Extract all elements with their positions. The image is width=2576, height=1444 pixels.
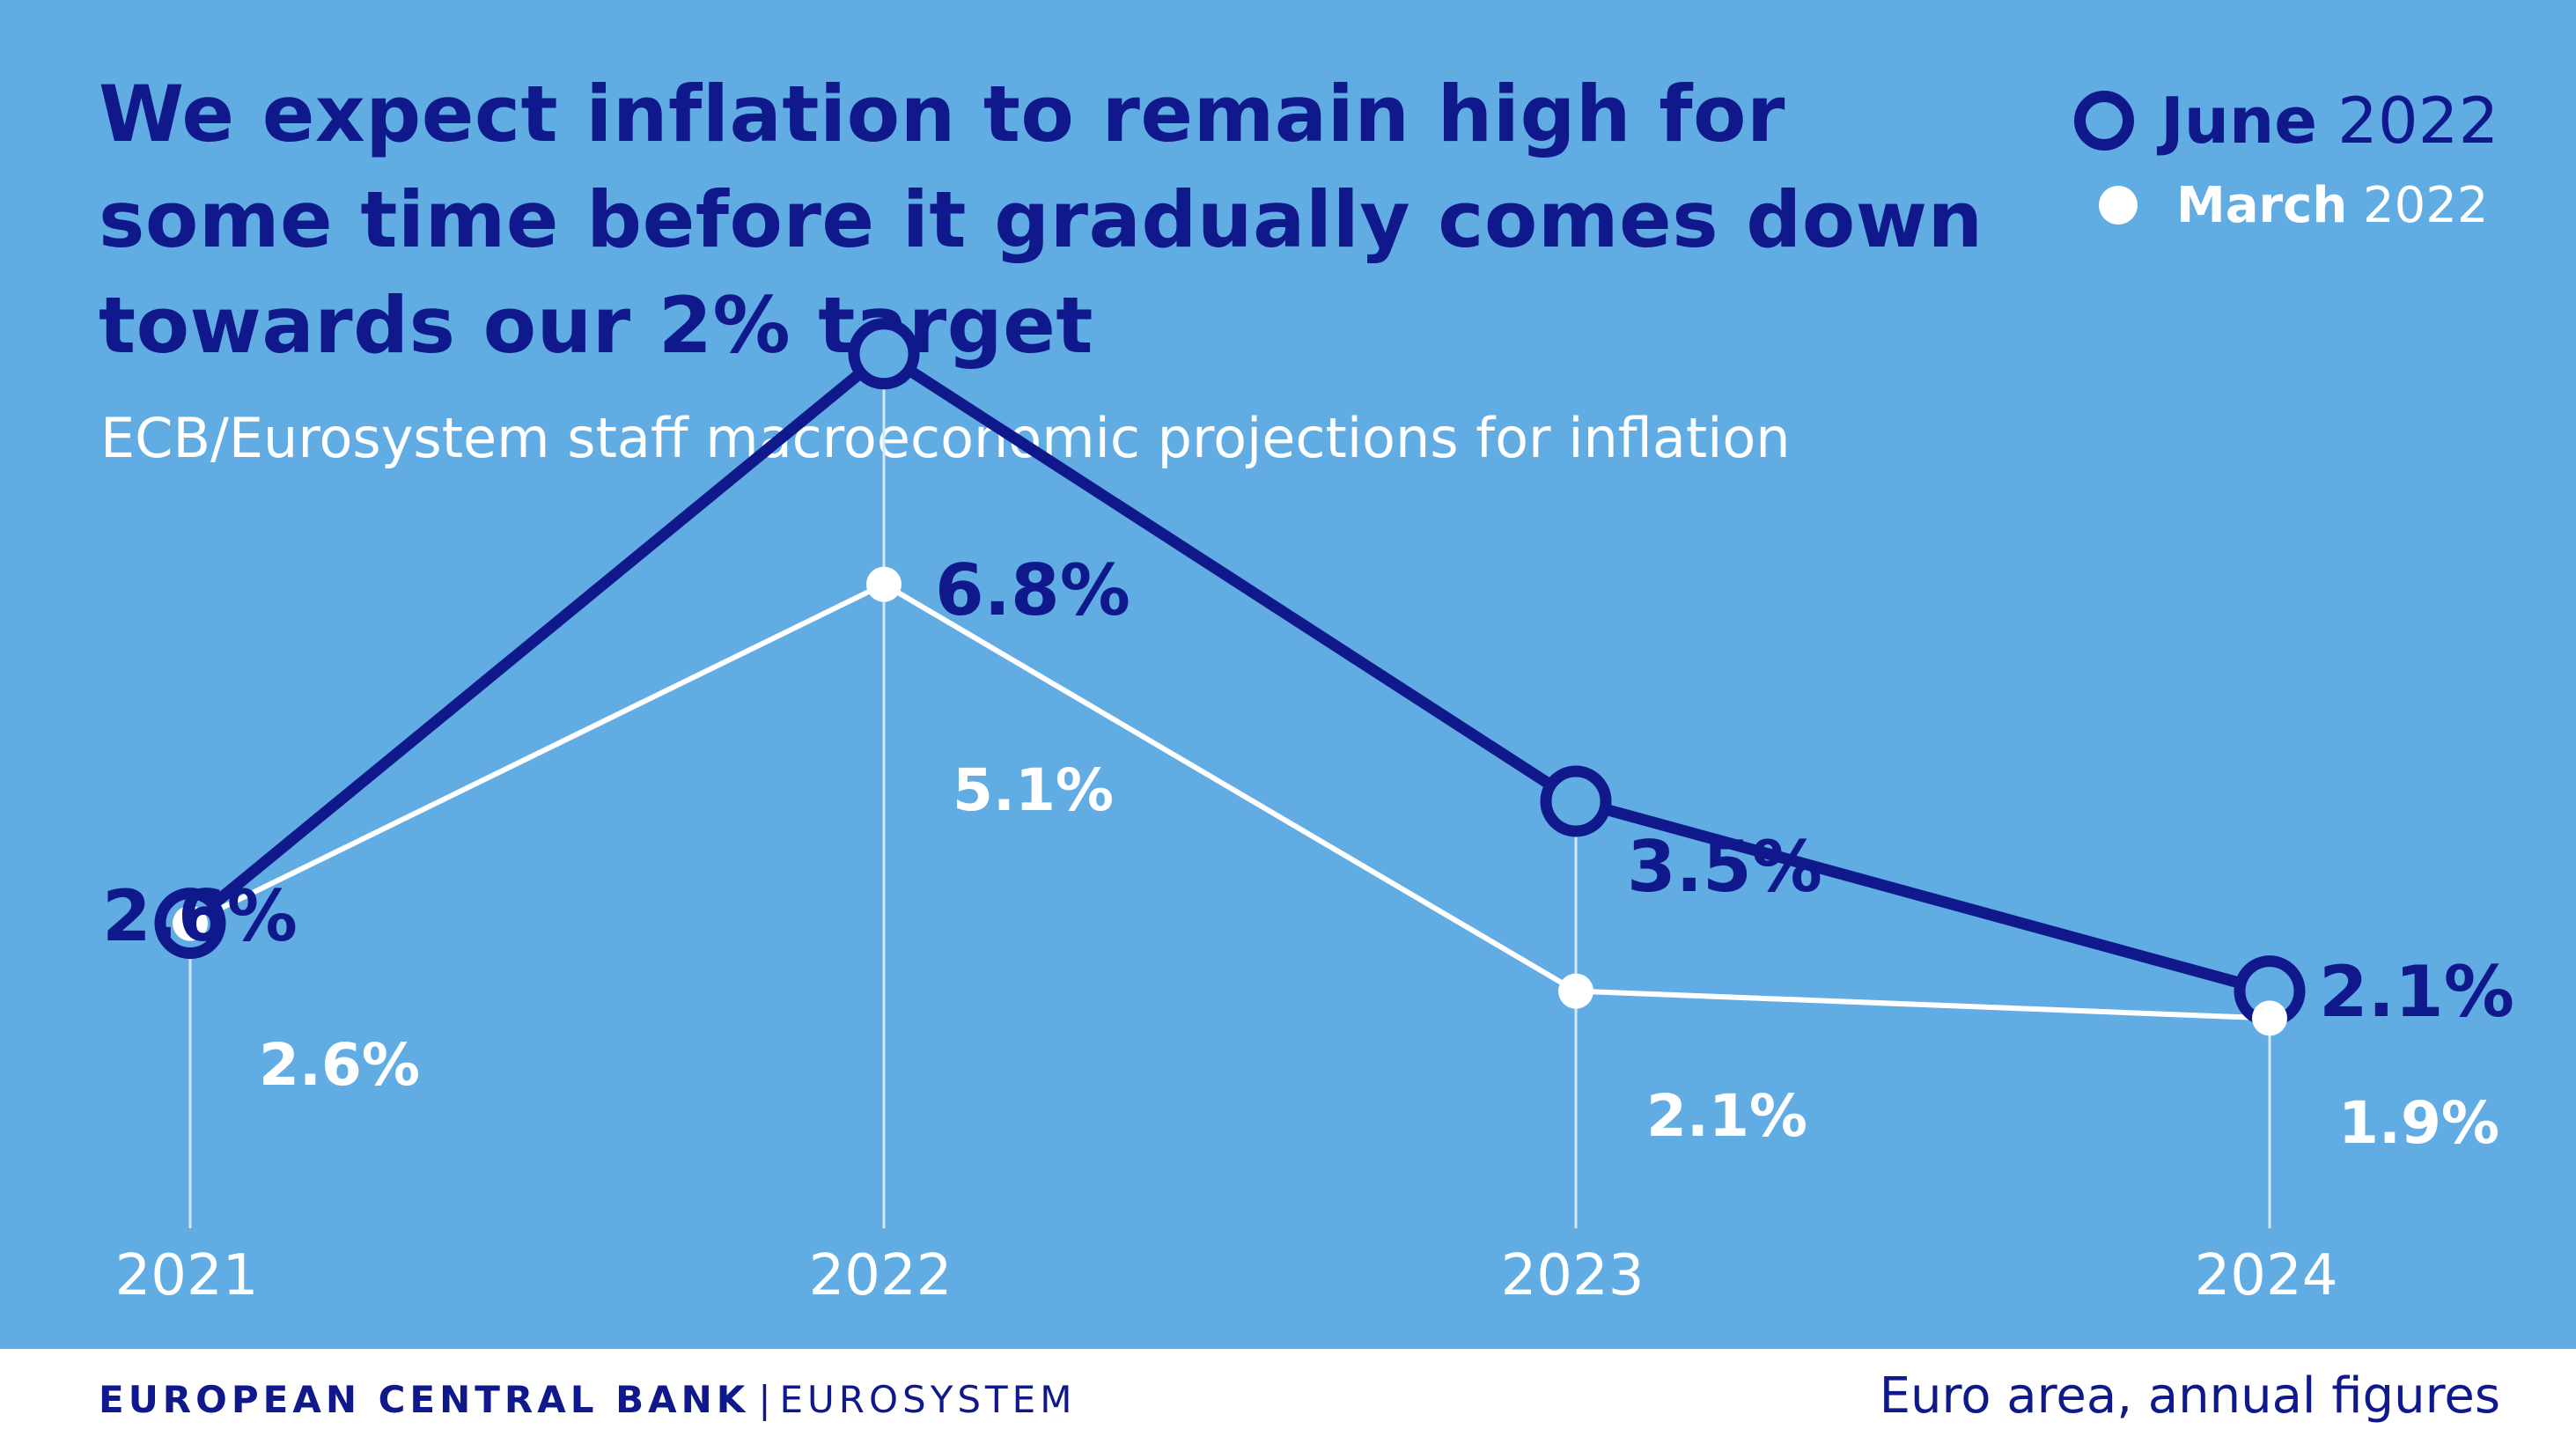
march-point-2022	[866, 566, 902, 602]
june-point-2023	[1540, 765, 1612, 837]
chart-panel	[0, 0, 2576, 1349]
june-label-2023: 3.5%	[1627, 826, 1822, 908]
june-series-line	[186, 348, 2271, 997]
footer-note: Euro area, annual figures	[1879, 1367, 2500, 1425]
inflation-line-chart: 2.6%6.8%3.5%2.1%2.6%5.1%2.1% 1.9% 2021 202…	[102, 318, 2514, 1308]
march-point-2024	[2252, 1000, 2287, 1036]
ecb-brand-logo: EUROPEAN CENTRAL BANK | EUROSYSTEM	[99, 1374, 1076, 1426]
legend-label-june: June 2022	[2160, 84, 2499, 158]
march-series	[188, 581, 2271, 1021]
brand-primary: EUROPEAN CENTRAL BANK	[99, 1378, 750, 1421]
dot-marker-icon	[2099, 186, 2138, 225]
legend-month-june: June	[2160, 84, 2318, 158]
june-point-2022	[848, 318, 920, 390]
march-label-2023: 2.1%	[1646, 1082, 1807, 1150]
brand-separator: |	[758, 1378, 771, 1421]
data-labels: 2.6% 6.8% 3.5% 2.1% 2.6% 5.1% 2.1% 1.9%	[102, 549, 2514, 1157]
march-label-2021: 2.6%	[259, 1031, 420, 1099]
chart-title: We expect inflation to remain high for s…	[99, 69, 1984, 371]
legend-item-june: June 2022	[2074, 81, 2499, 160]
june-series	[154, 318, 2306, 1036]
march-label-2022: 5.1%	[953, 756, 1114, 824]
x-tick-2024: 2024	[2195, 1243, 2338, 1308]
x-axis-tick-labels: 2021 2022 2023 2024	[115, 1243, 2338, 1308]
march-label-2024: 1.9%	[2338, 1089, 2499, 1157]
march-point-2023	[1558, 973, 1593, 1009]
legend-label-march: March 2022	[2176, 177, 2489, 234]
x-tick-2023: 2023	[1501, 1243, 1645, 1308]
x-tick-2021: 2021	[115, 1243, 259, 1308]
june-label-2024: 2.1%	[2319, 951, 2514, 1033]
year-guide-lines	[188, 353, 2271, 1228]
legend-item-march: March 2022	[2099, 174, 2489, 236]
legend-month-march: March	[2176, 176, 2348, 234]
march-series-line	[188, 581, 2271, 1021]
march-point-2021	[173, 905, 208, 941]
brand-secondary: EUROSYSTEM	[779, 1378, 1077, 1421]
june-label-2022: 6.8%	[935, 549, 1130, 631]
legend-year-march: 2022	[2363, 176, 2489, 234]
chart-subtitle: ECB/Eurosystem staff macroeconomic proje…	[100, 406, 1791, 470]
legend-year-june: 2022	[2337, 84, 2499, 158]
x-tick-2022: 2022	[809, 1243, 953, 1308]
june-label-2021: 2.6%	[102, 875, 298, 957]
